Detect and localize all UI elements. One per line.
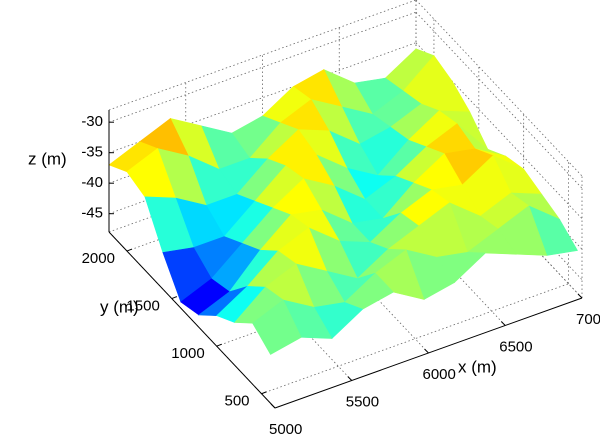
x-tick-label: 6500 (499, 338, 532, 355)
x-axis-label: x (m) (458, 357, 497, 376)
x-tick (500, 321, 506, 326)
z-tick-label: -45 (81, 205, 103, 222)
x-tick (577, 293, 583, 299)
y-tick (261, 391, 267, 395)
y-axis (108, 231, 276, 409)
x-tick-label: 7000 (576, 311, 600, 328)
y-tick-label: 2000 (82, 250, 115, 267)
x-tick (347, 376, 353, 381)
z-tick-label: -40 (81, 174, 103, 191)
y-tick (216, 343, 222, 347)
y-tick (126, 248, 133, 252)
z-tick-label: -35 (81, 144, 103, 161)
axes: 5000 5500 6000 6500 7000 500 1000 1500 2000 -45 -4… (81, 110, 600, 438)
y-axis-label: y (m) (100, 297, 139, 316)
z-axis-label: z (m) (28, 149, 67, 168)
x-tick (270, 403, 276, 409)
y-tick-label: 500 (225, 393, 250, 410)
surface (108, 48, 578, 355)
x-tick (424, 348, 429, 354)
surface-patch (252, 299, 302, 355)
x-tick-label: 5500 (346, 393, 379, 410)
x-tick-label: 5000 (269, 421, 302, 438)
x-tick-label: 6000 (423, 366, 456, 383)
y-tick-label: 1500 (126, 298, 159, 315)
y-tick (171, 296, 177, 300)
box-edge (415, 0, 583, 177)
grid-line (415, 11, 583, 189)
z-tick-label: -30 (81, 113, 103, 130)
y-tick-label: 1000 (171, 345, 204, 362)
